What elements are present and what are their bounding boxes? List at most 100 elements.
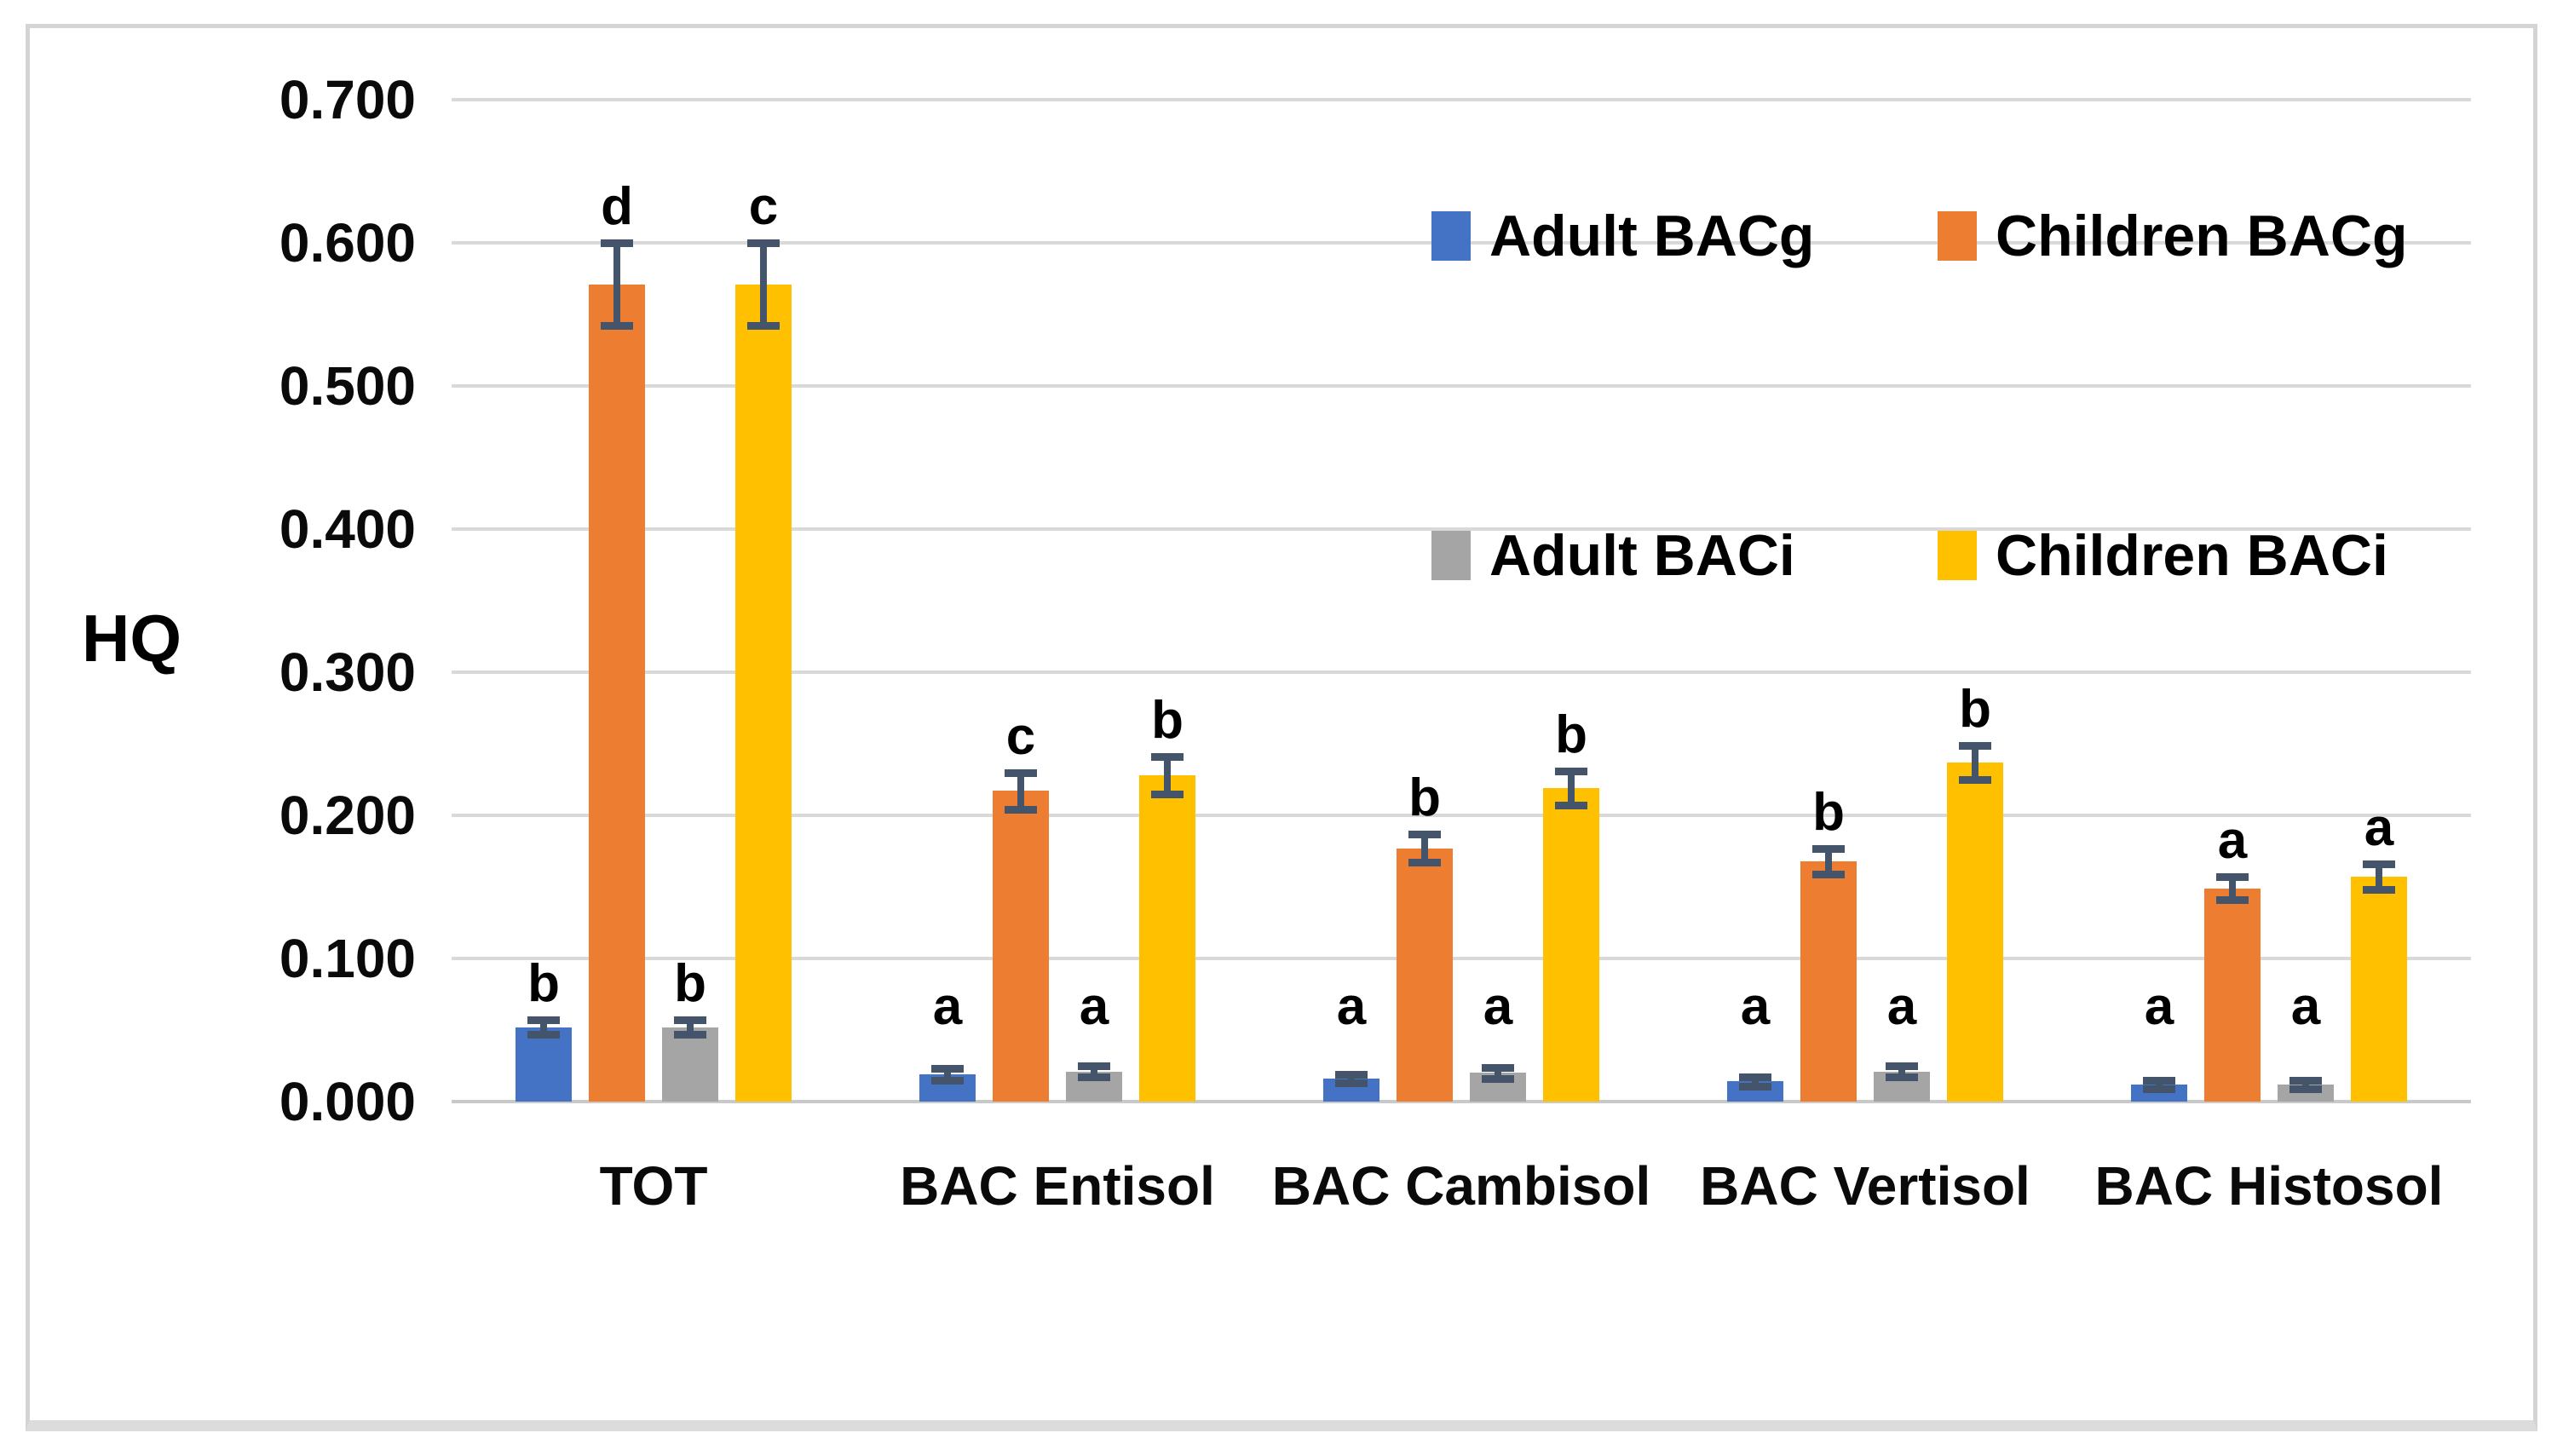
sig-letter: b <box>674 954 706 1014</box>
error-bar-cap <box>1335 1079 1368 1088</box>
x-category-label: BAC Cambisol <box>1271 1155 1651 1217</box>
error-bar-line <box>1348 1074 1355 1084</box>
sig-letter: b <box>527 954 560 1014</box>
error-bar-cap <box>747 239 780 247</box>
error-bar-line <box>1568 770 1575 806</box>
bar-children-bacg-bac-entisol <box>993 791 1049 1102</box>
error-bar-cap <box>1555 767 1587 775</box>
legend-item-adult-baci: Adult BACi <box>1431 522 1795 589</box>
sig-letter: a <box>2364 798 2394 858</box>
sig-letter: b <box>1555 705 1587 764</box>
error-bar-cap <box>1482 1075 1514 1084</box>
error-bar-cap <box>1886 1073 1918 1082</box>
bar-children-bacg-bac-histosol <box>2204 888 2261 1102</box>
y-tick-label: 0.200 <box>279 785 416 846</box>
bar-children-baci-bac-cambisol <box>1543 788 1599 1102</box>
error-bar-cap <box>1078 1073 1110 1082</box>
legend-item-adult-bacg: Adult BACg <box>1431 203 1814 269</box>
error-bar-line <box>2302 1079 2309 1089</box>
error-bar-cap <box>674 1016 706 1025</box>
error-bar-line <box>1495 1067 1501 1079</box>
y-tick-label: 0.000 <box>279 1071 416 1132</box>
sig-letter: a <box>1336 977 1367 1037</box>
legend-label: Adult BACg <box>1489 204 1815 268</box>
x-category-label: BAC Histosol <box>2094 1155 2444 1217</box>
error-bar-cap <box>1482 1063 1514 1072</box>
sig-letter: a <box>1740 977 1771 1037</box>
sig-letter: a <box>932 977 963 1037</box>
error-bar-line <box>2376 864 2382 890</box>
bar-children-bacg-bac-cambisol <box>1397 848 1453 1102</box>
error-bar-cap <box>1151 790 1184 798</box>
error-bar-cap <box>601 322 633 331</box>
legend-swatch-children-bacg <box>1938 211 1977 261</box>
error-bar-line <box>1898 1066 1905 1078</box>
gridline-0.700 <box>452 98 2471 101</box>
legend-item-children-baci: Children BACi <box>1938 522 2388 589</box>
x-category-label: BAC Vertisol <box>1700 1155 2030 1217</box>
error-bar-line <box>760 243 767 326</box>
error-bar-line <box>1164 757 1171 794</box>
sig-letter: a <box>2290 977 2321 1037</box>
bar-children-baci-bac-entisol <box>1139 774 1195 1102</box>
error-bar-cap <box>2363 886 2395 895</box>
legend-label: Adult BACi <box>1489 523 1795 588</box>
legend-item-children-bacg: Children BACg <box>1938 203 2408 269</box>
sig-letter: a <box>2144 977 2174 1037</box>
error-bar-cap <box>747 322 780 331</box>
error-bar-line <box>2156 1079 2163 1089</box>
error-bar-line <box>1972 745 1978 780</box>
error-bar-line <box>687 1020 694 1035</box>
error-bar-cap <box>1005 768 1037 777</box>
error-bar-cap <box>2289 1076 2322 1085</box>
sig-letter: a <box>2217 811 2248 871</box>
sig-letter: a <box>1886 977 1917 1037</box>
error-bar-cap <box>1812 870 1845 878</box>
error-bar-line <box>944 1068 951 1080</box>
error-bar-cap <box>1812 844 1845 853</box>
error-bar-cap <box>1408 830 1441 838</box>
error-bar-cap <box>1739 1073 1771 1082</box>
bar-adult-bacg-tot <box>515 1027 572 1102</box>
sig-letter: d <box>601 176 633 236</box>
error-bar-line <box>2229 877 2236 901</box>
bar-children-bacg-bac-vertisol <box>1800 860 1857 1102</box>
gridline-0.300 <box>452 670 2471 674</box>
error-bar-cap <box>2216 873 2249 882</box>
legend-swatch-adult-bacg <box>1431 211 1471 261</box>
error-bar-cap <box>527 1031 560 1039</box>
error-bar-cap <box>2143 1076 2175 1085</box>
gridline-0.500 <box>452 384 2471 388</box>
sig-letter: a <box>1079 977 1109 1037</box>
error-bar-line <box>613 243 620 326</box>
error-bar-line <box>1091 1066 1097 1078</box>
error-bar-line <box>1825 848 1832 874</box>
bar-adult-baci-tot <box>662 1027 718 1102</box>
error-bar-cap <box>931 1076 964 1085</box>
sig-letter: a <box>1483 977 1513 1037</box>
error-bar-cap <box>1739 1082 1771 1091</box>
bar-children-bacg-tot <box>589 284 645 1102</box>
legend-swatch-children-baci <box>1938 531 1977 580</box>
sig-letter: b <box>1408 768 1441 827</box>
sig-letter: c <box>1005 706 1036 766</box>
gridline-0.400 <box>452 527 2471 531</box>
x-category-label: BAC Entisol <box>900 1155 1215 1217</box>
sig-letter: b <box>1151 691 1184 751</box>
error-bar-cap <box>674 1031 706 1039</box>
error-bar-cap <box>1555 802 1587 810</box>
error-bar-cap <box>1335 1071 1368 1079</box>
error-bar-cap <box>601 239 633 247</box>
gridline-0.200 <box>452 814 2471 817</box>
y-tick-label: 0.100 <box>279 928 416 989</box>
sig-letter: b <box>1812 782 1845 842</box>
gridline-0.100 <box>452 957 2471 960</box>
y-tick-label: 0.700 <box>279 69 416 130</box>
gridline-0.000 <box>452 1100 2471 1103</box>
error-bar-cap <box>1408 859 1441 867</box>
legend-swatch-adult-baci <box>1431 531 1471 580</box>
error-bar-cap <box>1151 753 1184 762</box>
legend-label: Children BACi <box>1996 523 2388 588</box>
error-bar-cap <box>2363 860 2395 869</box>
error-bar-cap <box>2143 1085 2175 1093</box>
